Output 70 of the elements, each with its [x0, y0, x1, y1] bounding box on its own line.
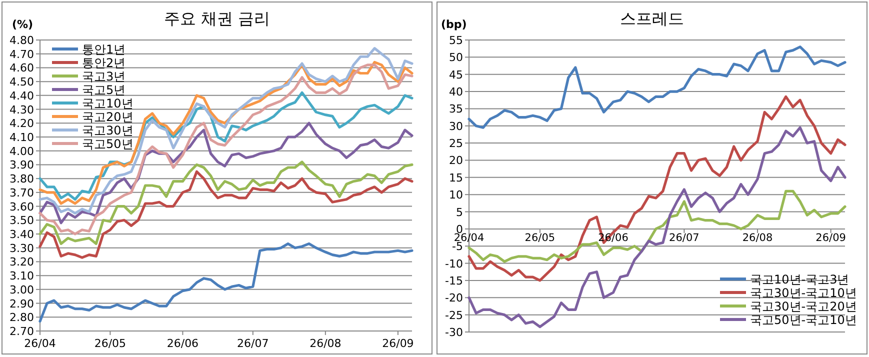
legend-label: 국고10년: [82, 96, 134, 110]
y-tick-label: 25: [449, 137, 463, 150]
line-series: [38, 242, 414, 323]
y-tick-label: 3.90: [10, 158, 34, 172]
legend-label: 국고10년-국고3년: [750, 272, 850, 286]
y-tick-label: 3.20: [10, 256, 34, 269]
legend-label: 국고50년-국고10년: [750, 313, 857, 327]
legend-label: 국고20년: [82, 110, 134, 124]
y-axis-title: (%): [12, 18, 34, 31]
y-tick-label: -20: [445, 292, 463, 305]
y-tick-label: 4.10: [10, 131, 34, 144]
y-tick-label: 2.80: [10, 311, 34, 324]
x-tick-label: 26/07: [669, 232, 700, 244]
line-series: [38, 170, 414, 259]
y-tick-label: 50: [449, 51, 463, 64]
y-tick-label: 3.00: [10, 283, 34, 296]
y-tick-label: 30: [449, 120, 463, 133]
chart-title: 스프레드: [620, 9, 684, 28]
y-tick-label: 4.30: [10, 103, 34, 116]
x-tick-label: 26/07: [237, 337, 269, 350]
line-series: [38, 160, 414, 245]
y-tick-label: 3.40: [10, 228, 34, 241]
y-tick-label: -15: [445, 274, 463, 288]
legend-label: 통안1년: [82, 42, 126, 56]
y-tick-label: -5: [452, 240, 463, 254]
y-tick-label: 55: [449, 34, 463, 47]
y-tick-label: 4.60: [10, 62, 34, 75]
y-tick-label: 35: [449, 102, 463, 116]
y-tick-label: 45: [449, 68, 463, 82]
x-tick-label: 26/09: [816, 232, 846, 244]
y-tick-label: 40: [449, 86, 463, 99]
x-tick-label: 26/05: [94, 337, 126, 350]
legend-label: 국고5년: [82, 83, 126, 97]
y-tick-label: 3.70: [10, 186, 34, 200]
y-tick-label: 3.80: [10, 172, 34, 186]
x-tick-label: 26/05: [524, 232, 556, 244]
y-tick-label: 4.00: [10, 144, 34, 158]
x-tick-label: 26/08: [742, 232, 773, 244]
y-tick-label: 4.80: [10, 34, 34, 47]
y-tick-label: 4.20: [10, 117, 34, 130]
y-tick-label: 4.50: [10, 76, 34, 89]
y-tick-label: 15: [449, 171, 463, 184]
y-tick-label: -10: [445, 257, 463, 270]
legend-label: 국고3년: [82, 70, 126, 84]
y-tick-label: 10: [449, 188, 463, 202]
legend-label: 국고30년-국고20년: [750, 300, 857, 314]
y-tick-label: 3.30: [10, 242, 34, 255]
y-tick-label: 3.50: [10, 214, 34, 228]
x-tick-label: 26/04: [24, 337, 56, 350]
y-tick-label: 20: [449, 154, 463, 168]
chart-title: 주요 채권 금리: [164, 9, 270, 28]
line-series: [38, 122, 414, 224]
x-tick-label: 26/09: [382, 337, 414, 350]
y-tick-label: 4.40: [10, 89, 34, 102]
y-tick-label: 2.90: [10, 297, 34, 310]
legend-label: 국고30년: [82, 124, 134, 138]
x-tick-label: 26/06: [166, 337, 199, 350]
y-tick-label: -25: [445, 308, 463, 322]
y-tick-label: -30: [445, 326, 463, 339]
y-tick-label: 3.10: [10, 270, 34, 283]
y-tick-label: 2.70: [10, 325, 34, 338]
y-tick-label: 3.60: [10, 200, 34, 214]
legend-label: 국고30년-국고10년: [750, 286, 857, 300]
y-tick-label: 5: [456, 206, 463, 219]
x-tick-label: 26/08: [310, 337, 342, 350]
line-series: [468, 46, 846, 129]
y-axis-title: (bp): [441, 18, 467, 31]
y-tick-label: 4.70: [10, 48, 34, 61]
legend-label: 국고50년: [82, 137, 134, 151]
legend-label: 통안2년: [82, 56, 126, 70]
